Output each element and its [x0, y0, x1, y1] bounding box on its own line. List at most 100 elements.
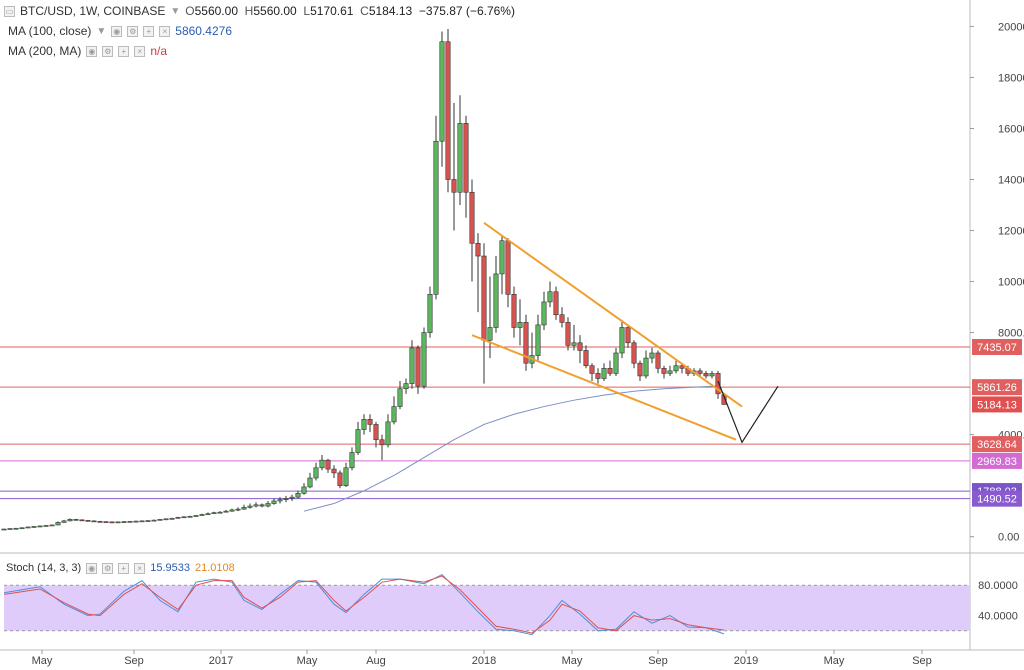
x-tick-label: Sep — [912, 655, 932, 667]
candle-body — [151, 519, 157, 522]
x-tick-label: 2018 — [472, 655, 496, 667]
candle-body — [475, 242, 481, 257]
y-tick-label: 12000.00 — [998, 226, 1024, 238]
ma200-settings-icon[interactable]: ⚙ — [102, 45, 114, 57]
candle-body — [73, 519, 79, 521]
change-value: −375.87 (−6.76%) — [418, 4, 515, 18]
stoch-k-value: 15.9533 — [150, 562, 190, 574]
ma100-visibility-icon[interactable]: ◉ — [111, 25, 123, 37]
candle-body — [715, 373, 721, 395]
candle-body — [679, 365, 685, 369]
level-label-box — [972, 436, 1022, 453]
ma100-remove-icon[interactable]: × — [159, 25, 171, 37]
candle-body — [301, 486, 307, 494]
candle-body — [439, 41, 445, 142]
collapse-legend-icon[interactable]: ▭ — [4, 5, 15, 17]
candle-body — [85, 520, 91, 522]
y-tick-label: 8000.00 — [998, 328, 1024, 340]
ma200-add-icon[interactable]: + — [118, 45, 130, 57]
level-label: 7435.07 — [977, 342, 1017, 354]
candle-body — [397, 388, 403, 407]
dropdown-arrow-icon[interactable]: ▼ — [170, 5, 181, 17]
candle-body — [583, 350, 589, 367]
candle-body — [637, 362, 643, 377]
stoch-tick-label: 80.0000 — [978, 580, 1018, 592]
candle-body — [643, 357, 649, 377]
level-label-box — [972, 379, 1022, 396]
candle-body — [661, 367, 667, 374]
ma100-value: 5860.4276 — [175, 24, 233, 38]
candle-body — [421, 332, 427, 387]
candle-body — [505, 240, 511, 295]
candle-body — [373, 424, 379, 441]
ma100-dropdown-icon[interactable]: ▼ — [96, 25, 107, 37]
stoch-add-icon[interactable]: + — [118, 562, 130, 574]
candle-body — [97, 521, 103, 523]
channel-lower-line — [471, 334, 737, 441]
candle-body — [451, 179, 457, 193]
candle-body — [511, 294, 517, 328]
level-label-box — [972, 452, 1022, 469]
candle-body — [43, 525, 49, 527]
candle-body — [19, 527, 25, 530]
ma100-line — [303, 385, 719, 512]
candle-body — [289, 496, 295, 499]
candle-body — [133, 520, 139, 523]
symbol-legend: ▭ BTC/USD, 1W, COINBASE ▼ O5560.00 H5560… — [4, 4, 515, 18]
ma100-add-icon[interactable]: + — [143, 25, 155, 37]
candle-body — [199, 514, 205, 516]
stoch-tick-label: 40.0000 — [978, 611, 1018, 623]
candle-body — [7, 528, 13, 530]
candle-body — [307, 477, 313, 488]
stoch-visibility-icon[interactable]: ◉ — [86, 562, 98, 574]
candle-body — [127, 521, 133, 523]
candle-body — [541, 301, 547, 326]
stoch-remove-icon[interactable]: × — [134, 562, 146, 574]
y-tick-label: 0.00 — [998, 532, 1019, 544]
ma200-label[interactable]: MA (200, MA) — [8, 44, 82, 58]
candle-body — [463, 123, 469, 193]
candle-body — [193, 515, 199, 517]
candle-body — [55, 522, 61, 526]
candle-body — [139, 520, 145, 523]
candle-body — [163, 518, 169, 521]
candle-body — [631, 342, 637, 364]
candle-body — [157, 519, 163, 521]
ma200-remove-icon[interactable]: × — [134, 45, 146, 57]
x-tick-label: Sep — [124, 655, 144, 667]
candle-body — [205, 513, 211, 516]
candle-body — [361, 419, 367, 430]
candle-body — [217, 511, 223, 514]
ma200-visibility-icon[interactable]: ◉ — [86, 45, 98, 57]
candle-body — [235, 508, 241, 511]
stoch-settings-icon[interactable]: ⚙ — [102, 562, 114, 574]
ma100-legend: MA (100, close) ▼ ◉ ⚙ + × 5860.4276 — [8, 24, 232, 38]
candle-body — [673, 365, 679, 372]
candle-body — [91, 520, 97, 523]
y-tick-label: 16000.00 — [998, 123, 1024, 135]
stoch-label[interactable]: Stoch (14, 3, 3) — [6, 562, 82, 574]
stoch-band — [4, 585, 970, 631]
symbol-name[interactable]: BTC/USD, 1W, COINBASE — [20, 4, 166, 18]
candle-body — [667, 370, 673, 374]
candle-body — [253, 504, 259, 507]
level-label: 5184.13 — [977, 399, 1017, 411]
candle-body — [331, 468, 337, 474]
ma100-label[interactable]: MA (100, close) — [8, 24, 92, 38]
candle-body — [259, 504, 265, 507]
stoch-pane — [3, 573, 970, 636]
candle-body — [337, 472, 343, 486]
candle-body — [697, 370, 703, 374]
candle-body — [655, 352, 661, 369]
drawings — [471, 222, 779, 444]
candle-body — [709, 373, 715, 377]
ma100-settings-icon[interactable]: ⚙ — [127, 25, 139, 37]
level-label: 5861.26 — [977, 382, 1017, 394]
y-tick-label: 10000.00 — [998, 277, 1024, 289]
candle-body — [487, 327, 493, 341]
candle-body — [601, 367, 607, 379]
candle-body — [445, 41, 451, 180]
candle-body — [625, 327, 631, 344]
candle-body — [469, 191, 475, 244]
